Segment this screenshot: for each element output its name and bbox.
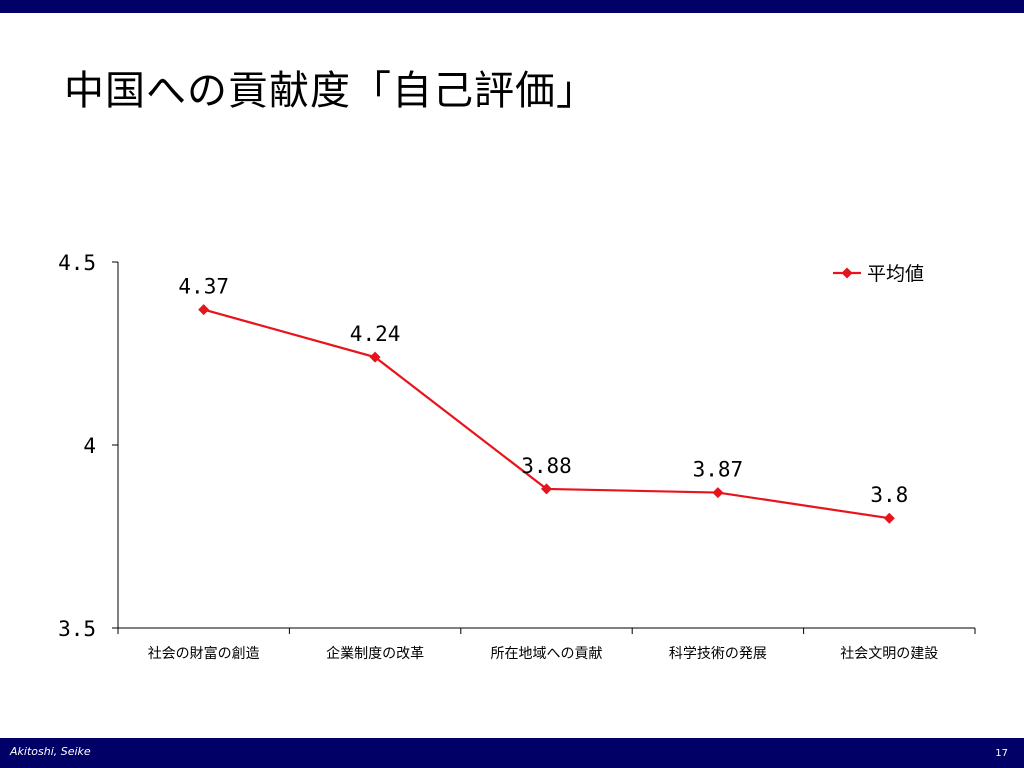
- y-tick-label: 4.5: [58, 251, 96, 275]
- data-label: 3.88: [521, 454, 572, 478]
- page-number: 17: [995, 748, 1008, 759]
- y-tick-label: 4: [83, 434, 96, 458]
- chart-axes: 3.5 4 4.5 社会の財富の創造 企業制度の改革 所在地域への貢献 科学技術の発展 社会文…: [58, 251, 976, 662]
- slide-title: 中国への貢献度「自己評価」: [64, 68, 597, 114]
- line-chart: 3.5 4 4.5 社会の財富の創造 企業制度の改革 所在地域への貢献 科学技術の発展 社会文…: [58, 251, 976, 662]
- x-tick-label: 社会の財富の創造: [148, 645, 260, 662]
- data-point-marker: [883, 512, 895, 524]
- x-tick-label: 所在地域への貢献: [491, 646, 603, 662]
- data-point-marker: [712, 487, 724, 499]
- data-label: 3.8: [870, 483, 908, 507]
- footer-bar: Akitoshi, Seike 17: [0, 738, 1024, 768]
- footer-author: Akitoshi, Seike: [10, 745, 91, 758]
- data-label: 4.37: [178, 275, 229, 299]
- x-tick-label: 科学技術の発展: [669, 646, 767, 662]
- data-point-marker: [541, 483, 552, 495]
- y-tick-label: 3.5: [58, 617, 96, 641]
- chart-legend: 平均値: [833, 263, 924, 285]
- header-bar: [0, 0, 1024, 13]
- legend-label: 平均値: [867, 263, 924, 285]
- chart-series: 4.37 4.24 3.88 3.87 3.8: [178, 275, 908, 524]
- x-tick-label: 社会文明の建設: [840, 646, 938, 662]
- data-label: 3.87: [693, 458, 744, 482]
- data-point-marker: [198, 304, 210, 316]
- data-label: 4.24: [350, 322, 401, 346]
- data-point-marker: [369, 351, 381, 363]
- x-tick-label: 企業制度の改革: [326, 645, 424, 662]
- legend-marker: [841, 267, 853, 279]
